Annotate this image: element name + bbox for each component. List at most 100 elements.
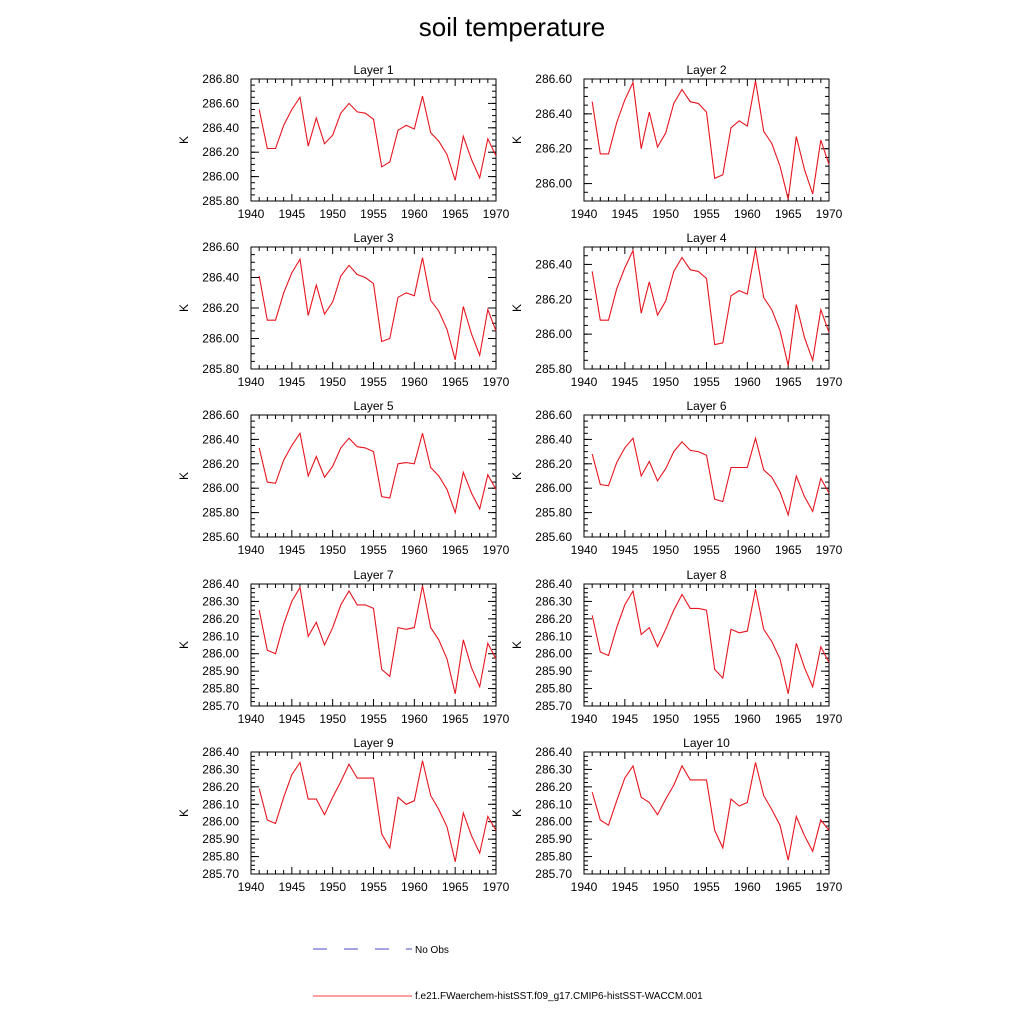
x-tick-label: 1955 (693, 712, 720, 726)
x-tick-label: 1940 (238, 375, 265, 389)
panel-title: Layer 5 (353, 399, 393, 413)
y-tick-label: 286.20 (535, 780, 572, 794)
series-line (591, 589, 830, 694)
y-tick-label: 285.80 (535, 362, 572, 376)
y-tick-label: 286.10 (535, 629, 572, 643)
y-tick-label: 286.40 (202, 121, 239, 135)
y-tick-label: 285.90 (535, 832, 572, 846)
x-tick-label: 1955 (693, 375, 720, 389)
y-axis-label: K (510, 472, 524, 480)
y-tick-label: 286.00 (535, 647, 572, 661)
y-tick-label: 285.60 (202, 530, 239, 544)
x-tick-label: 1970 (816, 375, 843, 389)
series-line (591, 762, 830, 861)
y-tick-label: 286.00 (202, 170, 239, 184)
panel-10: Layer 10 K 1940 1945 1950 1955 1960 1965 1970 285… (510, 736, 843, 894)
y-tick-label: 285.80 (535, 850, 572, 864)
x-tick-label: 1970 (483, 207, 510, 221)
x-tick-label: 1955 (693, 543, 720, 557)
x-tick-label: 1965 (775, 712, 802, 726)
plot-frame (250, 583, 497, 707)
x-tick-label: 1970 (483, 880, 510, 894)
y-tick-label: 286.80 (202, 72, 239, 86)
panel-6: Layer 6 K 1940 1945 1950 1955 1960 1965 1970 285.… (510, 399, 843, 557)
y-tick-label: 286.60 (202, 408, 239, 422)
y-tick-label: 285.90 (202, 832, 239, 846)
y-tick-label: 286.00 (202, 815, 239, 829)
x-tick-label: 1960 (401, 543, 428, 557)
x-tick-label: 1950 (652, 375, 679, 389)
plot-frame (250, 246, 497, 370)
x-tick-label: 1955 (693, 207, 720, 221)
y-tick-label: 286.00 (535, 815, 572, 829)
plot-frame (250, 78, 497, 202)
y-tick-label: 285.80 (202, 682, 239, 696)
x-tick-label: 1940 (238, 207, 265, 221)
y-tick-label: 286.20 (202, 145, 239, 159)
x-tick-label: 1960 (734, 712, 761, 726)
x-tick-label: 1965 (775, 880, 802, 894)
x-tick-label: 1955 (360, 375, 387, 389)
x-tick-label: 1940 (571, 375, 598, 389)
x-tick-label: 1940 (571, 880, 598, 894)
plot-frame (250, 751, 497, 875)
x-tick-label: 1945 (278, 207, 305, 221)
x-tick-label: 1940 (571, 712, 598, 726)
x-tick-label: 1955 (693, 880, 720, 894)
panel-8: Layer 8 K 1940 1945 1950 1955 1960 1965 1970 285.… (510, 568, 843, 726)
x-tick-label: 1950 (652, 543, 679, 557)
x-tick-label: 1945 (611, 375, 638, 389)
y-tick-label: 286.40 (535, 107, 572, 121)
y-tick-label: 286.20 (202, 612, 239, 626)
x-tick-label: 1970 (816, 880, 843, 894)
y-tick-label: 285.80 (202, 194, 239, 208)
x-tick-label: 1950 (652, 207, 679, 221)
x-tick-label: 1940 (238, 543, 265, 557)
panel-5: Layer 5 K 1940 1945 1950 1955 1960 1965 1970 285.… (177, 399, 510, 557)
x-tick-label: 1950 (319, 880, 346, 894)
y-axis-label: K (177, 641, 191, 649)
y-tick-label: 285.60 (535, 530, 572, 544)
y-tick-label: 286.00 (535, 327, 572, 341)
y-tick-label: 285.80 (535, 682, 572, 696)
y-tick-label: 286.20 (202, 457, 239, 471)
y-axis-label: K (510, 641, 524, 649)
y-tick-label: 286.30 (202, 594, 239, 608)
x-tick-label: 1965 (775, 543, 802, 557)
x-tick-label: 1950 (319, 207, 346, 221)
panel-title: Layer 7 (353, 568, 393, 582)
x-tick-label: 1945 (611, 207, 638, 221)
y-tick-label: 286.00 (202, 481, 239, 495)
y-tick-label: 286.60 (535, 408, 572, 422)
figure-title: soil temperature (418, 12, 606, 42)
panel-4: Layer 4 K 1940 1945 1950 1955 1960 1965 1970 285.… (510, 231, 843, 389)
plot-frame (583, 414, 830, 538)
x-tick-label: 1945 (278, 543, 305, 557)
x-tick-label: 1955 (360, 207, 387, 221)
x-tick-label: 1960 (401, 207, 428, 221)
plot-frame (583, 246, 830, 370)
x-tick-label: 1940 (238, 712, 265, 726)
x-tick-label: 1940 (571, 543, 598, 557)
series-line (591, 80, 830, 200)
y-tick-label: 286.00 (535, 177, 572, 191)
x-tick-label: 1970 (816, 543, 843, 557)
y-tick-label: 286.20 (202, 780, 239, 794)
panel-title: Layer 1 (353, 63, 393, 77)
y-tick-label: 285.70 (202, 867, 239, 881)
x-tick-label: 1945 (611, 543, 638, 557)
y-tick-label: 286.30 (535, 762, 572, 776)
x-tick-label: 1945 (278, 880, 305, 894)
y-axis-label: K (177, 472, 191, 480)
y-tick-label: 285.90 (202, 664, 239, 678)
panel-title: Layer 3 (353, 231, 393, 245)
y-axis-label: K (510, 136, 524, 144)
y-tick-label: 286.00 (202, 647, 239, 661)
x-tick-label: 1960 (734, 207, 761, 221)
x-tick-label: 1960 (734, 375, 761, 389)
series-line (258, 585, 497, 694)
panel-title: Layer 10 (683, 736, 730, 750)
x-tick-label: 1965 (442, 375, 469, 389)
y-axis-label: K (510, 809, 524, 817)
